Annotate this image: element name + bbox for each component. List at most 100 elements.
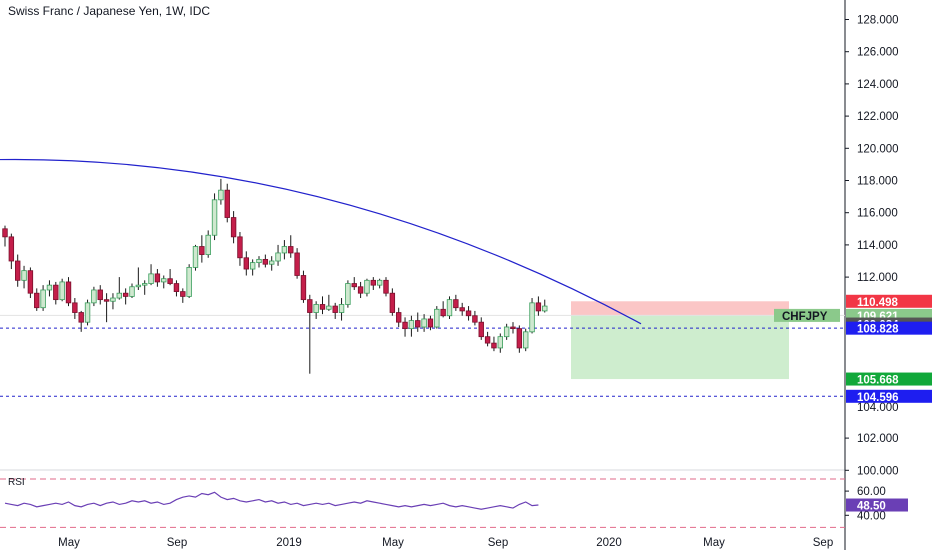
candle xyxy=(427,315,434,331)
candle-body xyxy=(129,286,135,297)
candle xyxy=(78,310,84,332)
candle-body xyxy=(167,278,173,284)
candle xyxy=(84,299,91,326)
candle-body xyxy=(376,279,383,286)
stop-loss-zone xyxy=(571,301,789,316)
candle-body xyxy=(224,189,230,218)
candle-body xyxy=(357,286,364,294)
time-axis-label: Sep xyxy=(488,537,508,549)
candle-body xyxy=(465,310,472,317)
candle-body xyxy=(364,279,370,294)
candle xyxy=(180,288,186,303)
candle-body xyxy=(34,292,40,309)
chart-title: Swiss Franc / Japanese Yen, 1W, IDC xyxy=(8,4,211,18)
candle-body xyxy=(14,260,21,281)
candle xyxy=(275,244,281,266)
candle-body xyxy=(122,292,129,297)
price-tick-label: 128.000 xyxy=(857,15,899,27)
candle-body xyxy=(408,320,415,330)
candle-body xyxy=(307,299,313,313)
take-profit-zone xyxy=(571,315,789,380)
candle-body xyxy=(275,252,281,262)
candle xyxy=(122,288,129,305)
candle-body xyxy=(78,312,84,323)
candle-body xyxy=(230,217,237,238)
price-tick-label: 122.000 xyxy=(857,111,899,123)
candle xyxy=(383,277,389,297)
candle xyxy=(434,306,440,329)
candle-body xyxy=(523,331,529,349)
candle xyxy=(364,278,370,297)
candle xyxy=(402,317,408,337)
candle-body xyxy=(199,246,205,255)
candle-body xyxy=(53,284,59,301)
candle-body xyxy=(103,299,110,302)
time-axis-label: May xyxy=(703,537,725,549)
candle-body xyxy=(141,283,148,286)
candle-body xyxy=(268,260,275,265)
candle xyxy=(497,333,503,353)
price-tick-label: 112.000 xyxy=(857,272,898,284)
candle-body xyxy=(332,305,338,313)
candle-body xyxy=(313,304,319,313)
time-axis-label: Sep xyxy=(813,537,833,549)
candle xyxy=(40,285,46,311)
candle xyxy=(135,267,142,290)
candle-body xyxy=(338,304,345,313)
candle xyxy=(230,211,237,244)
candle-body xyxy=(281,246,288,254)
candle xyxy=(338,298,345,321)
price-tick-label: 116.000 xyxy=(857,208,898,220)
candle xyxy=(542,299,548,313)
candle-body xyxy=(510,326,516,330)
candle-body xyxy=(446,299,453,317)
candle-body xyxy=(472,315,478,323)
candle xyxy=(256,256,262,268)
price-badge-bg xyxy=(846,389,932,403)
candle-body xyxy=(421,318,427,328)
candle xyxy=(516,325,523,353)
rsi-value-badge-bg xyxy=(846,498,908,512)
candle xyxy=(288,235,294,258)
candle-body xyxy=(84,302,91,323)
candle-body xyxy=(484,336,491,344)
candle xyxy=(408,315,415,337)
candle-body xyxy=(427,318,434,328)
candle-body xyxy=(116,292,122,299)
candle xyxy=(218,178,224,205)
candle xyxy=(478,317,484,340)
candle-body xyxy=(326,305,332,310)
candle-body xyxy=(535,302,542,312)
candle xyxy=(211,193,218,241)
price-badge: 105.668 xyxy=(846,372,932,387)
candle xyxy=(14,254,21,287)
candle xyxy=(281,240,288,260)
symbol-tag-label: CHFJPY xyxy=(782,311,828,323)
candle-body xyxy=(135,284,142,288)
candle-body xyxy=(110,297,116,302)
candle xyxy=(21,265,27,289)
candle xyxy=(326,294,332,311)
candle-body xyxy=(434,308,440,328)
candle xyxy=(129,283,135,299)
candle-body xyxy=(161,278,167,283)
candle-body xyxy=(154,273,161,283)
candle-body xyxy=(497,336,503,349)
candle-body xyxy=(351,283,357,288)
candle xyxy=(300,270,307,303)
candle-body xyxy=(503,326,510,338)
price-tick-label: 100.000 xyxy=(857,465,899,477)
candle xyxy=(148,264,154,286)
candle-body xyxy=(148,273,154,284)
candle xyxy=(313,301,319,319)
rsi-value-badge: 48.50 xyxy=(857,501,886,513)
candles-group xyxy=(2,178,548,374)
candle xyxy=(332,302,338,319)
candle xyxy=(167,269,173,286)
candle xyxy=(2,225,8,247)
candle xyxy=(103,293,110,323)
candle xyxy=(523,328,529,352)
candle-body xyxy=(415,320,421,328)
